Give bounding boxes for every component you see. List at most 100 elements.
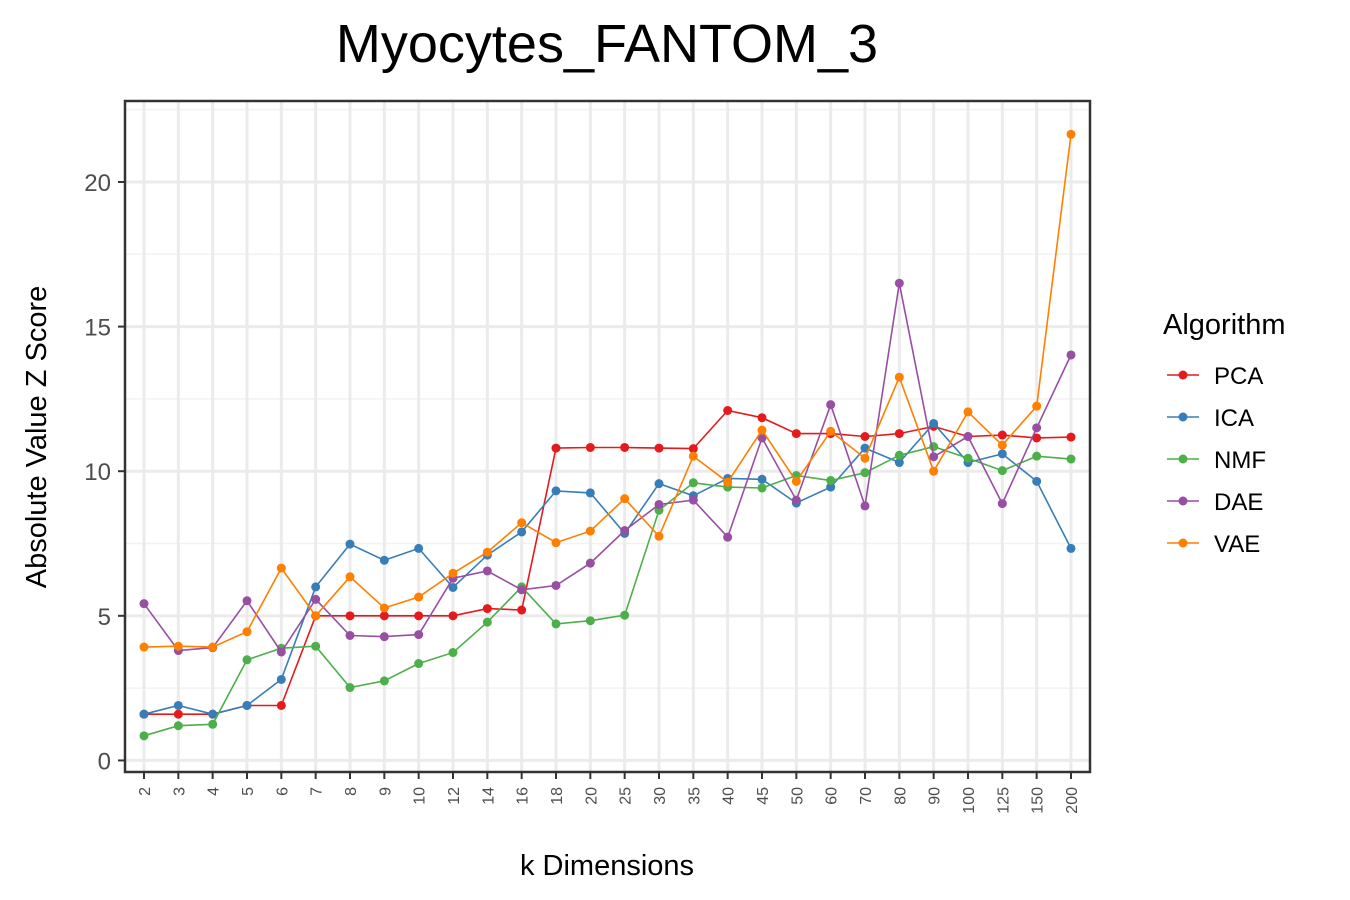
data-point-pca — [1032, 433, 1042, 443]
data-point-ica — [585, 488, 595, 498]
data-point-pca — [654, 443, 664, 453]
data-point-pca — [723, 405, 733, 415]
data-point-dae — [1032, 423, 1042, 433]
data-point-nmf — [482, 617, 492, 627]
data-point-vae — [1032, 401, 1042, 411]
y-tick-label: 0 — [98, 748, 111, 775]
data-point-ica — [311, 582, 321, 592]
data-point-nmf — [208, 719, 218, 729]
data-point-ica — [173, 700, 183, 710]
data-point-dae — [1066, 350, 1076, 360]
legend-label-dae: DAE — [1214, 489, 1263, 516]
data-point-pca — [482, 604, 492, 614]
data-point-nmf — [1032, 451, 1042, 461]
data-point-vae — [242, 627, 252, 637]
data-point-pca — [345, 611, 355, 621]
data-point-nmf — [585, 616, 595, 626]
x-tick-label: 30 — [652, 787, 669, 805]
x-tick-label: 200 — [1064, 787, 1081, 814]
data-point-nmf — [311, 641, 321, 651]
x-tick-label: 45 — [755, 787, 772, 805]
data-point-nmf — [826, 475, 836, 485]
data-point-vae — [276, 563, 286, 573]
data-point-vae — [414, 592, 424, 602]
data-point-ica — [551, 486, 561, 496]
legend-marker-ica — [1178, 412, 1188, 422]
data-point-ica — [379, 555, 389, 565]
legend-label-ica: ICA — [1214, 405, 1254, 432]
data-point-vae — [963, 407, 973, 417]
x-tick-label: 9 — [377, 787, 394, 796]
legend-label-nmf: NMF — [1214, 447, 1266, 474]
data-point-pca — [860, 432, 870, 441]
data-point-ica — [894, 458, 904, 468]
data-point-vae — [551, 538, 561, 548]
x-tick-label: 6 — [274, 787, 291, 796]
data-point-vae — [860, 453, 870, 463]
data-point-ica — [208, 709, 218, 719]
data-point-dae — [379, 632, 389, 642]
data-point-pca — [757, 413, 767, 423]
data-point-nmf — [345, 683, 355, 693]
data-point-pca — [1066, 432, 1076, 442]
data-point-ica — [997, 449, 1007, 459]
x-tick-label: 14 — [480, 787, 497, 805]
data-point-pca — [791, 429, 801, 439]
data-point-pca — [276, 700, 286, 710]
data-point-ica — [414, 543, 424, 553]
data-point-dae — [517, 585, 527, 595]
data-point-dae — [482, 566, 492, 576]
data-point-vae — [139, 642, 149, 652]
y-tick-label: 15 — [84, 315, 111, 342]
data-point-pca — [620, 442, 630, 452]
data-point-vae — [482, 547, 492, 557]
data-point-vae — [517, 518, 527, 528]
data-point-nmf — [757, 483, 767, 493]
data-point-nmf — [620, 610, 630, 620]
y-axis-label: Absolute Value Z Score — [21, 286, 53, 589]
data-point-vae — [654, 531, 664, 541]
x-tick-label: 90 — [927, 787, 944, 805]
data-point-dae — [345, 630, 355, 640]
y-tick-label: 10 — [84, 459, 111, 486]
legend-marker-vae — [1178, 538, 1188, 548]
data-point-pca — [173, 709, 183, 719]
data-point-dae — [757, 433, 767, 443]
data-point-ica — [345, 539, 355, 549]
legend-marker-nmf — [1178, 454, 1188, 464]
data-point-vae — [688, 451, 698, 461]
data-point-vae — [826, 426, 836, 436]
data-point-vae — [791, 476, 801, 486]
data-point-dae — [139, 599, 149, 609]
x-tick-label: 10 — [412, 787, 429, 805]
x-tick-label: 100 — [961, 787, 978, 814]
data-point-ica — [517, 527, 527, 537]
x-tick-label: 25 — [618, 787, 635, 805]
legend-title: Algorithm — [1163, 309, 1286, 341]
panel-border — [123, 99, 1092, 774]
data-point-nmf — [242, 655, 252, 665]
data-point-dae — [929, 452, 939, 462]
x-tick-label: 8 — [343, 787, 360, 796]
data-point-vae — [620, 494, 630, 504]
data-point-nmf — [173, 721, 183, 731]
data-point-nmf — [860, 468, 870, 478]
data-point-dae — [688, 495, 698, 505]
data-point-pca — [517, 605, 527, 615]
data-point-ica — [276, 674, 286, 684]
data-point-pca — [379, 611, 389, 621]
data-point-vae — [379, 603, 389, 613]
data-point-nmf — [379, 676, 389, 686]
x-tick-label: 16 — [515, 787, 532, 805]
x-tick-label: 5 — [240, 787, 257, 796]
data-point-nmf — [448, 648, 458, 658]
data-point-pca — [448, 611, 458, 621]
x-tick-label: 125 — [995, 787, 1012, 814]
x-tick-label: 7 — [309, 787, 326, 796]
data-point-dae — [723, 532, 733, 542]
y-tick-label: 20 — [84, 170, 111, 197]
data-point-vae — [1066, 129, 1076, 139]
data-point-pca — [585, 442, 595, 452]
data-point-nmf — [1066, 454, 1076, 464]
